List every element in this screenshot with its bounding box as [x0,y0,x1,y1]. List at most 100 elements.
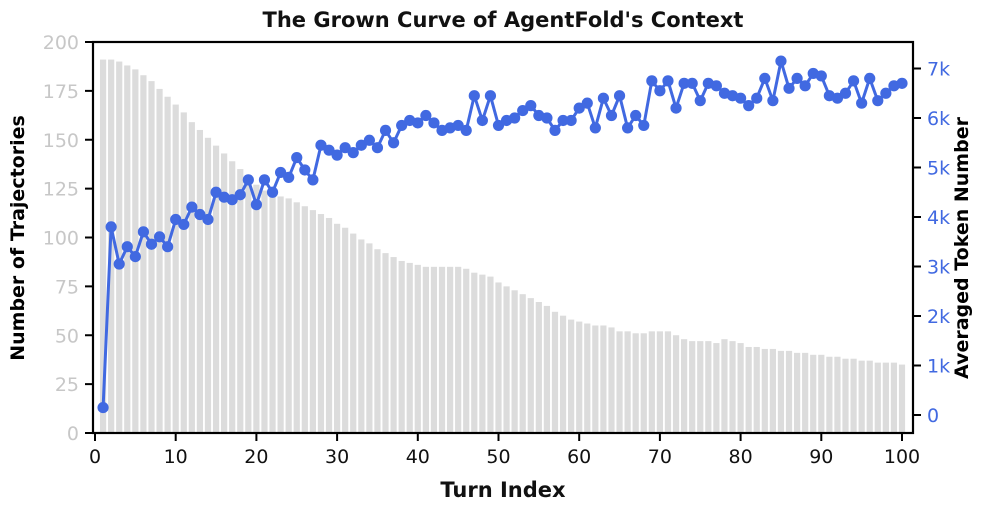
token-point [234,189,246,201]
token-point [242,174,254,186]
trajectory-bar [164,96,171,434]
trajectory-bar [382,253,389,433]
x-tick-label: 40 [406,446,430,468]
token-point [549,124,561,136]
token-point [856,97,868,109]
trajectory-bar [309,210,316,433]
token-point [541,112,553,124]
x-tick-label: 90 [809,446,833,468]
trajectory-bar [285,198,292,433]
trajectory-bar [882,362,889,433]
token-point [484,90,497,102]
trajectory-bar [777,350,785,433]
trajectory-bar [551,311,559,433]
trajectory-bar [818,354,825,433]
trajectory-bar [406,262,413,433]
token-point [129,251,141,263]
trajectory-bar [729,341,736,433]
trajectory-bar [858,360,865,433]
trajectory-bar [204,137,212,434]
token-point [97,401,109,414]
trajectory-bar [212,145,220,434]
trajectory-bar [519,294,526,433]
trajectory-bar [325,217,333,433]
right-tick-label: 3k [927,257,950,279]
token-point [581,97,593,109]
trajectory-bars-layer [99,59,906,434]
token-point [194,208,206,221]
token-point [622,122,634,134]
token-point [250,199,262,211]
x-tick-label: 10 [164,446,188,468]
trajectory-bar [802,352,809,433]
token-point [864,72,876,84]
trajectory-bar [616,331,623,433]
trajectory-bar [463,268,470,433]
trajectory-bar [487,276,494,433]
trajectory-bar [148,81,155,433]
token-point [387,137,400,149]
token-point [492,119,505,132]
trajectory-bar [471,272,478,433]
right-tick-label: 0 [927,405,939,427]
trajectory-bar [697,341,704,433]
token-point [735,92,747,104]
trajectory-bar [753,346,760,433]
trajectory-bar [527,298,534,433]
axes-layer: 0 10 20 30 40 50 60 70 80 90 100 0 25 50 75 100 125 150 17… [43,32,950,468]
trajectory-bar [826,356,833,433]
token-point [525,100,537,112]
token-point [791,72,803,84]
trajectory-bar [503,286,510,433]
trajectory-bar [592,325,599,433]
chart-title: The Grown Curve of AgentFold's Context [263,8,744,32]
token-point [573,102,585,114]
trajectory-bar [745,346,752,433]
trajectory-bar [705,341,712,433]
token-point [847,75,860,87]
token-point [557,114,569,127]
x-tick-label: 60 [567,446,591,468]
trajectory-bar [793,352,801,433]
right-tick-label: 5k [927,158,950,180]
token-point [896,77,908,89]
token-point [226,194,238,206]
trajectory-bar [689,341,696,433]
token-point [347,147,359,159]
token-point [831,92,844,104]
right-tick-label: 6k [927,108,950,130]
trajectory-bar [366,243,373,433]
right-tick-label: 7k [927,59,950,81]
trajectory-bar [584,323,591,433]
trajectory-bar [576,321,583,433]
trajectory-bar [559,315,567,433]
token-point [283,171,295,183]
token-point [299,164,311,176]
trajectory-bar [422,266,429,433]
trajectory-bar [196,129,204,433]
token-point [678,77,690,89]
trajectory-bar [390,257,397,433]
left-tick-label: 100 [43,228,79,250]
right-tick-label: 4k [927,207,950,229]
token-point [815,70,827,82]
left-tick-label: 50 [55,325,79,347]
token-point [420,109,432,122]
token-point [670,102,682,114]
token-point [275,166,287,179]
trajectory-bar [430,266,438,433]
trajectory-bar [446,266,454,433]
token-point [646,75,658,87]
token-point [613,90,626,102]
trajectory-bar [850,358,857,433]
trajectory-bar [834,356,841,433]
token-point [371,142,384,154]
x-tick-label: 20 [244,446,268,468]
trajectory-bar [342,227,349,433]
trajectory-bar [898,364,906,433]
token-point [210,186,222,198]
token-point [476,114,488,127]
token-point [597,92,610,104]
token-point [178,218,190,231]
